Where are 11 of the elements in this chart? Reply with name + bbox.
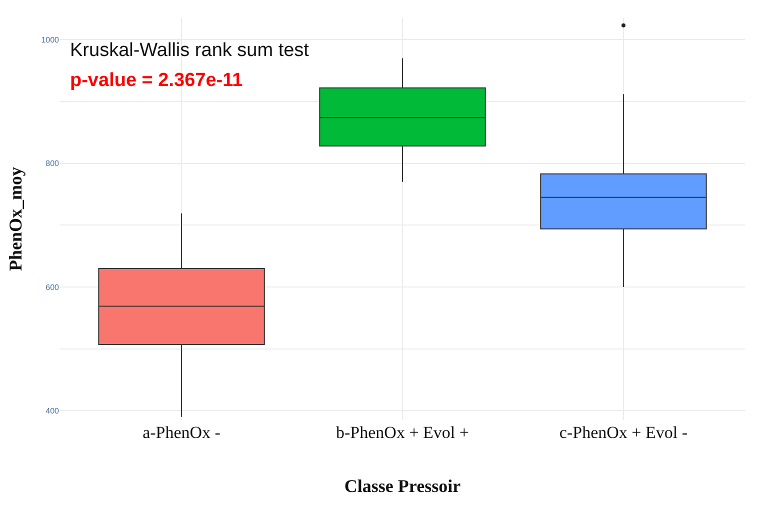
y-tick-label: 600 (46, 282, 60, 292)
x-tick-label: a-PhenOx - (142, 423, 221, 442)
x-tick-label: c-PhenOx + Evol - (559, 423, 688, 442)
y-tick-label: 800 (46, 159, 60, 168)
y-tick-label: 1000 (41, 35, 60, 44)
annotation: Kruskal-Wallis rank sum test (70, 40, 310, 61)
y-axis-title: PhenOx_moy (5, 166, 26, 272)
x-tick-label: b-PhenOx + Evol + (336, 423, 469, 442)
x-axis-title: Classe Pressoir (344, 476, 461, 496)
y-tick-label: 400 (46, 406, 60, 416)
annotation: p-value = 2.367e-11 (70, 70, 244, 91)
